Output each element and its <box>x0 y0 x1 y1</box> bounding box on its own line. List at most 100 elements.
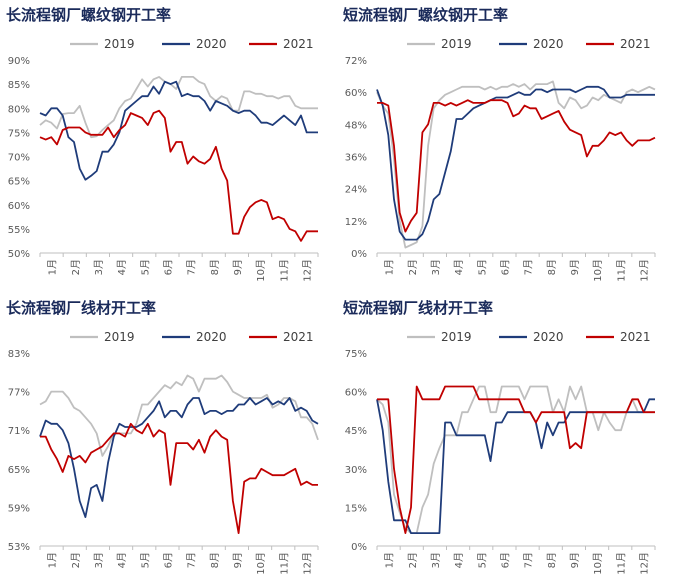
chart-panel-3: 短流程钢厂线材开工率 2019 2020 2021 0% 15% 30% 45% 60% 75%… <box>337 293 674 586</box>
y-tick-label: 75% <box>8 128 30 139</box>
legend-label: 2021 <box>620 37 651 51</box>
y-tick-label: 90% <box>8 56 30 67</box>
x-tick-label: 5月 <box>476 259 488 275</box>
x-tick-label: 9月 <box>569 552 581 568</box>
y-tick-label: 24% <box>345 185 367 196</box>
x-tick-label: 3月 <box>430 259 442 275</box>
x-tick-label: 8月 <box>209 259 221 275</box>
x-tick-label: 11月 <box>278 259 290 282</box>
x-tick-label: 10月 <box>592 259 604 282</box>
x-tick-label: 11月 <box>278 552 290 575</box>
y-tick-label: 50% <box>8 249 30 260</box>
x-tick-label: 12月 <box>638 259 650 282</box>
chart-title: 长流程钢厂线材开工率 <box>6 299 157 317</box>
series-line-2020 <box>376 85 655 241</box>
y-tick-label: 70% <box>8 153 30 164</box>
y-tick-label: 85% <box>8 80 30 91</box>
x-tick-label: 10月 <box>592 552 604 575</box>
x-tick-label: 7月 <box>523 259 535 275</box>
x-tick-label: 1月 <box>384 552 396 568</box>
legend-item-2021: 2021 <box>249 330 314 344</box>
x-tick-label: 8月 <box>546 552 558 568</box>
chart-svg: 2019 2020 2021 0% 12% 24% 36% 48% 60% 72% 1月 2月 3月 4月… <box>345 37 656 282</box>
x-tick-label: 12月 <box>301 552 313 575</box>
series-line-2019 <box>376 385 655 535</box>
x-tick-label: 6月 <box>162 259 174 275</box>
x-tick-label: 2月 <box>70 552 82 568</box>
y-tick-label: 71% <box>8 426 30 437</box>
y-tick-label: 60% <box>345 388 367 399</box>
y-tick-label: 45% <box>345 426 367 437</box>
x-tick-label: 11月 <box>615 552 627 575</box>
legend-item-2020: 2020 <box>162 330 227 344</box>
legend-label: 2021 <box>620 330 651 344</box>
x-tick-label: 7月 <box>523 552 535 568</box>
x-tick-label: 12月 <box>638 552 650 575</box>
chart-panel-1: 短流程钢厂螺纹钢开工率 2019 2020 2021 0% 12% 24% 36% 48% 60… <box>337 0 674 293</box>
chart-title: 长流程钢厂螺纹钢开工率 <box>6 6 172 24</box>
series-line-2021 <box>377 99 656 233</box>
x-tick-label: 4月 <box>453 552 465 568</box>
legend-item-2020: 2020 <box>499 37 564 51</box>
x-tick-label: 8月 <box>546 259 558 275</box>
x-tick-label: 4月 <box>453 259 465 275</box>
legend-item-2019: 2019 <box>70 37 135 51</box>
legend-item-2021: 2021 <box>586 37 651 51</box>
x-tick-label: 10月 <box>255 259 267 282</box>
chart-svg: 2019 2020 2021 53% 59% 65% 71% 77% 83% 1月 2月 3月 4月 5月… <box>8 330 319 575</box>
legend-item-2021: 2021 <box>586 330 651 344</box>
y-tick-label: 0% <box>351 542 367 553</box>
series-line-2021 <box>39 109 318 242</box>
legend-item-2021: 2021 <box>249 37 314 51</box>
x-tick-label: 2月 <box>407 259 419 275</box>
series-line-2019 <box>376 80 656 249</box>
y-tick-label: 75% <box>345 349 367 360</box>
x-tick-label: 1月 <box>47 552 59 568</box>
x-tick-label: 6月 <box>162 552 174 568</box>
legend-label: 2019 <box>441 37 472 51</box>
x-tick-label: 7月 <box>186 259 198 275</box>
y-tick-label: 48% <box>345 120 367 131</box>
legend-label: 2019 <box>104 330 135 344</box>
series-line-2020 <box>376 398 655 535</box>
y-tick-label: 36% <box>345 153 367 164</box>
x-tick-label: 2月 <box>70 259 82 275</box>
chart-svg: 2019 2020 2021 0% 15% 30% 45% 60% 75% 1月 2月 3月 4月 5月 6… <box>345 330 656 575</box>
x-tick-label: 9月 <box>232 259 244 275</box>
chart-panel-0: 长流程钢厂螺纹钢开工率 2019 2020 2021 50% 55% 60% 65% 70% 7… <box>0 0 337 293</box>
chart-panel-2: 长流程钢厂线材开工率 2019 2020 2021 53% 59% 65% 71% 77% 83… <box>0 293 337 586</box>
y-tick-label: 30% <box>345 465 367 476</box>
x-tick-label: 7月 <box>186 552 198 568</box>
y-tick-label: 59% <box>8 503 30 514</box>
legend-item-2019: 2019 <box>407 330 472 344</box>
x-tick-label: 6月 <box>499 552 511 568</box>
y-tick-label: 77% <box>8 388 30 399</box>
legend-item-2019: 2019 <box>70 330 135 344</box>
x-tick-label: 11月 <box>615 259 627 282</box>
y-tick-label: 60% <box>345 88 367 99</box>
y-tick-label: 65% <box>8 177 30 188</box>
x-tick-label: 4月 <box>116 552 128 568</box>
x-tick-label: 5月 <box>139 552 151 568</box>
chart-svg: 2019 2020 2021 50% 55% 60% 65% 70% 75% 80% 85% 90% 1… <box>8 37 319 282</box>
x-tick-label: 9月 <box>232 552 244 568</box>
legend-label: 2020 <box>533 37 564 51</box>
x-tick-label: 1月 <box>47 259 59 275</box>
series-line-2019 <box>39 76 318 139</box>
legend-label: 2021 <box>283 330 314 344</box>
y-tick-label: 72% <box>345 56 367 67</box>
legend-item-2020: 2020 <box>162 37 227 51</box>
x-tick-label: 9月 <box>569 259 581 275</box>
legend-item-2020: 2020 <box>499 330 564 344</box>
y-tick-label: 53% <box>8 542 30 553</box>
series-line-2020 <box>39 397 319 519</box>
series-line-2021 <box>40 422 318 535</box>
x-tick-label: 3月 <box>93 552 105 568</box>
x-tick-label: 3月 <box>93 259 105 275</box>
series-line-2021 <box>377 385 655 535</box>
x-tick-label: 3月 <box>430 552 442 568</box>
x-tick-label: 1月 <box>384 259 396 275</box>
legend-label: 2019 <box>104 37 135 51</box>
y-tick-label: 15% <box>345 503 367 514</box>
x-tick-label: 5月 <box>139 259 151 275</box>
